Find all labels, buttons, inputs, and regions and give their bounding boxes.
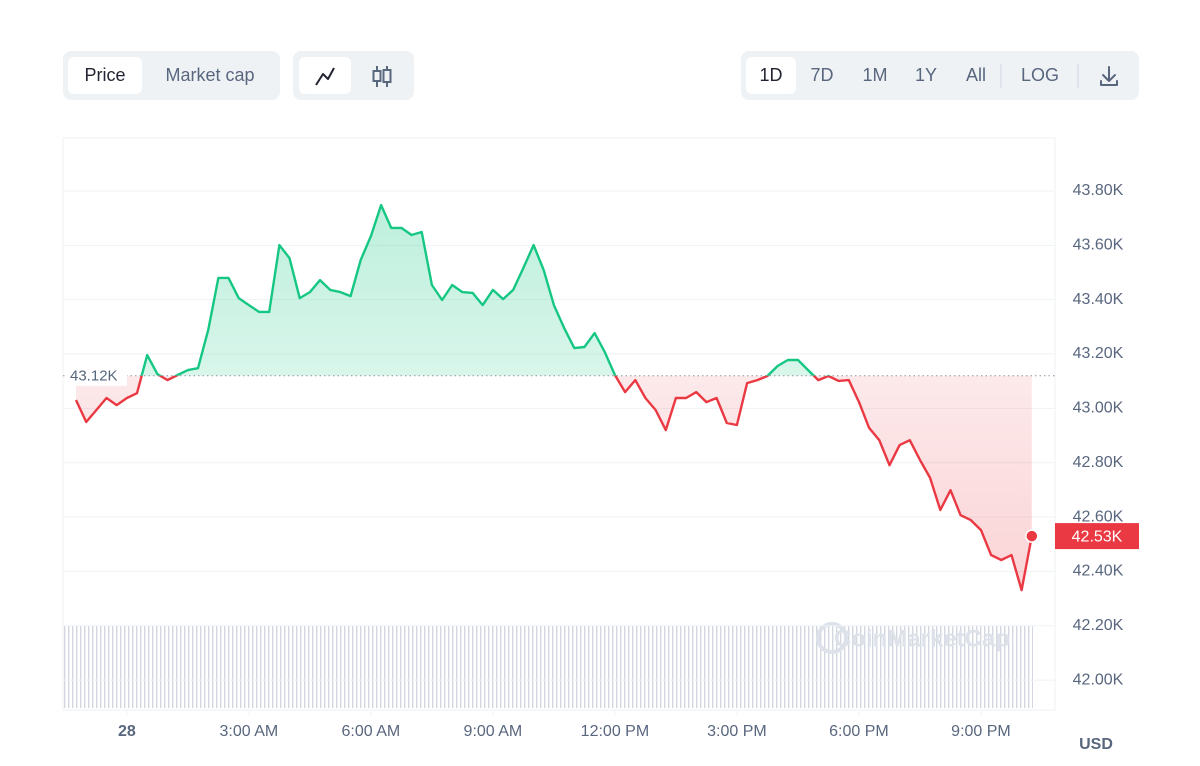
last-price-badge bbox=[1055, 523, 1139, 550]
price-line-down bbox=[74, 375, 1033, 592]
x-tick-label: 9:00 AM bbox=[464, 723, 523, 740]
active-button[interactable] bbox=[68, 57, 142, 94]
y-tick-label: 42.40K bbox=[1073, 563, 1124, 580]
y-tick-label: 42.80K bbox=[1073, 454, 1124, 471]
y-tick-label: 42.00K bbox=[1073, 671, 1124, 688]
last-price-dot bbox=[1025, 529, 1039, 543]
range-button[interactable]: 1M bbox=[862, 65, 887, 85]
candle-icon[interactable] bbox=[372, 66, 392, 87]
y-tick-label: 43.40K bbox=[1073, 291, 1124, 308]
x-tick-label: 3:00 PM bbox=[707, 723, 767, 740]
y-tick-label: 43.60K bbox=[1073, 237, 1124, 254]
x-tick-label: 6:00 AM bbox=[342, 723, 401, 740]
reference-label-bg bbox=[65, 365, 127, 386]
active-range[interactable] bbox=[746, 57, 796, 94]
download-button[interactable] bbox=[1100, 66, 1118, 86]
range-toggle bbox=[741, 51, 1139, 100]
x-tick-label: 9:00 PM bbox=[951, 723, 1011, 740]
watermark: CoinMarketCap bbox=[834, 625, 1010, 652]
range-button[interactable]: 1Y bbox=[915, 65, 937, 85]
currency-label: USD bbox=[1079, 736, 1113, 753]
x-tick-label: 12:00 PM bbox=[581, 723, 649, 740]
x-tick-label: 28 bbox=[118, 723, 136, 740]
area-below bbox=[76, 375, 1032, 591]
y-tick-label: 42.20K bbox=[1073, 617, 1124, 634]
y-tick-label: 42.60K bbox=[1073, 508, 1124, 525]
watermark-logo bbox=[816, 622, 848, 654]
price-button[interactable]: Price bbox=[84, 65, 125, 85]
log-button[interactable]: LOG bbox=[1021, 65, 1059, 85]
volume-band bbox=[63, 626, 1033, 708]
range-button[interactable]: 7D bbox=[810, 65, 833, 85]
last-price-label: 42.53K bbox=[1072, 528, 1123, 545]
y-tick-label: 43.80K bbox=[1073, 182, 1124, 199]
range-button[interactable]: 1D bbox=[759, 65, 782, 85]
line-icon bbox=[315, 67, 335, 86]
price-line-up bbox=[140, 203, 831, 376]
market-cap-button[interactable]: Market cap bbox=[165, 65, 254, 85]
x-tick-label: 6:00 PM bbox=[829, 723, 889, 740]
plot-layer: 42.00K 42.20K 42.40K 42.60K 42.80K 43.00K 43.2… bbox=[63, 182, 1139, 740]
y-tick-label: 43.20K bbox=[1073, 345, 1124, 362]
plot-frame bbox=[62, 137, 1056, 711]
reference-label: 43.12K bbox=[70, 368, 118, 385]
area-above bbox=[76, 205, 1032, 376]
x-tick-label: 3:00 AM bbox=[220, 723, 279, 740]
y-tick-label: 43.00K bbox=[1073, 400, 1124, 417]
range-button[interactable]: All bbox=[966, 65, 986, 85]
